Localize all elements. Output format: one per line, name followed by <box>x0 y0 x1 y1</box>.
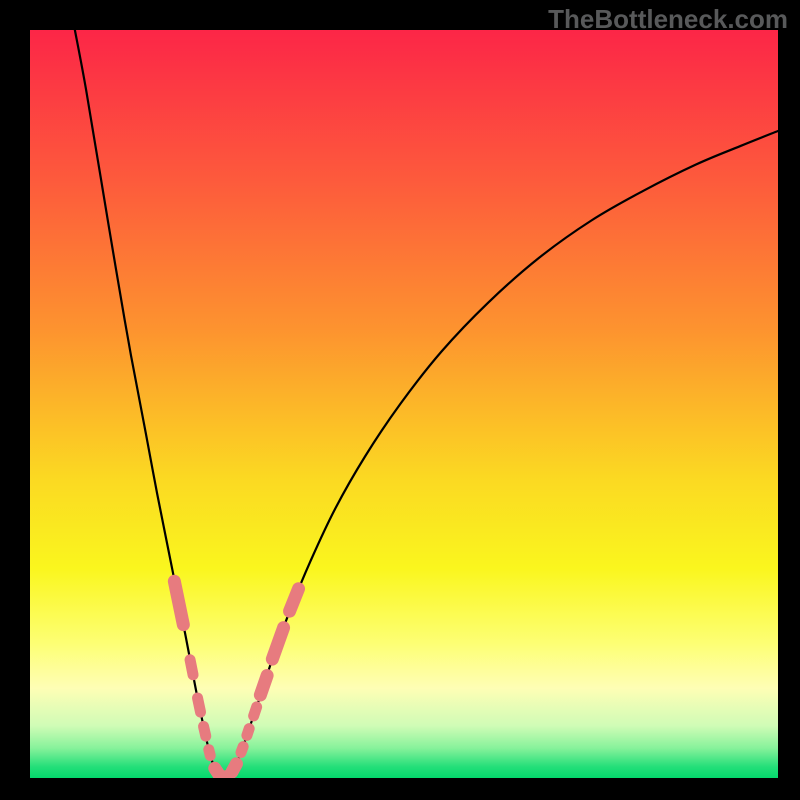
data-marker <box>247 729 249 736</box>
outer-frame: TheBottleneck.com <box>0 0 800 800</box>
data-marker <box>272 628 283 659</box>
data-marker <box>198 698 201 712</box>
data-marker <box>290 589 299 611</box>
data-marker <box>260 676 267 695</box>
data-marker <box>254 707 257 716</box>
bottleneck-curve <box>75 30 778 778</box>
chart-svg <box>30 30 778 778</box>
data-marker <box>222 777 228 778</box>
data-marker <box>241 747 243 753</box>
data-marker <box>232 764 236 772</box>
plot-area <box>30 30 778 778</box>
data-marker <box>209 750 211 756</box>
watermark-label: TheBottleneck.com <box>548 4 788 35</box>
data-marker <box>174 581 183 624</box>
data-marker <box>190 660 193 675</box>
data-marker <box>204 726 206 736</box>
